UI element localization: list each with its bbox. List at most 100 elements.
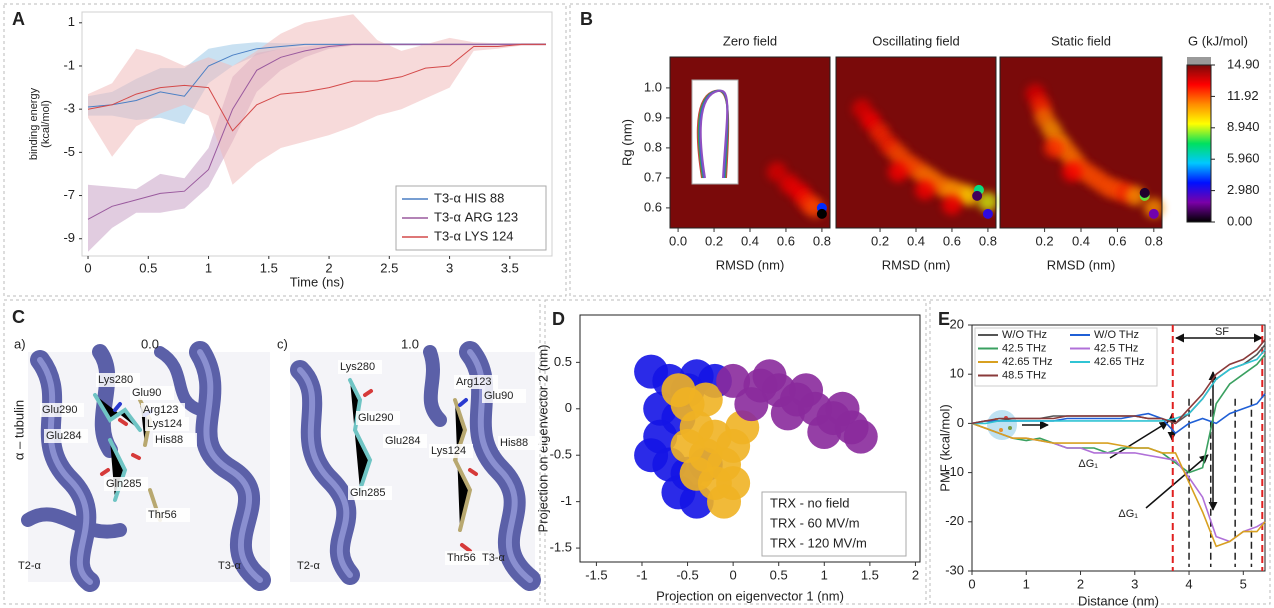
x-tick-label: 3 [1131, 576, 1138, 591]
label-box [482, 389, 526, 403]
legend-label: TRX - no field [770, 495, 849, 510]
colorbar-tick-label: 5.960 [1227, 151, 1260, 166]
x-axis-label: Time (ns) [290, 274, 344, 289]
colorbar-tick-label: 8.940 [1227, 119, 1260, 134]
residue-label: His88 [155, 434, 183, 446]
x-tick-label: 2 [912, 567, 919, 582]
y-tick-label: -3 [63, 101, 75, 116]
legend-label: T3-α HIS 88 [434, 190, 504, 205]
line [972, 349, 1266, 425]
x-tick-label: 2 [325, 260, 332, 275]
density-point [1043, 137, 1064, 158]
density-point [972, 190, 983, 201]
y-tick-label: 10 [950, 366, 964, 381]
panel-label: A [12, 9, 25, 29]
residue-label: Thr56 [447, 552, 476, 564]
sf-label: SF [1215, 326, 1229, 338]
panel-label: C [12, 307, 25, 327]
density-point [914, 179, 935, 200]
y-axis-label: Rg (nm) [619, 119, 634, 166]
colorbar [1186, 64, 1212, 223]
subfigure-title: 1.0 [401, 336, 419, 351]
label-box [96, 373, 140, 387]
colorbar-title: G (kJ/mol) [1188, 33, 1248, 48]
x-tick-label: 5 [1240, 576, 1247, 591]
y-tick-label: -1 [63, 57, 75, 72]
x-tick-label: -1 [636, 567, 648, 582]
line [971, 422, 1266, 548]
point-cloud [752, 359, 787, 394]
legend-box [761, 491, 907, 557]
point-cloud [843, 419, 878, 454]
x-tick-label: 0 [730, 567, 737, 582]
colorbar-tick-label: 14.90 [1227, 56, 1260, 71]
x-tick-label: 0.6 [943, 233, 961, 248]
x-tick-label: 3.5 [501, 260, 519, 275]
x-tick-label: 3 [446, 260, 453, 275]
y-tick-label: 0 [565, 400, 572, 415]
residue-label: Gln285 [106, 478, 141, 490]
density-point [977, 191, 998, 212]
residue-label: T3-α [482, 552, 506, 564]
legend-label: 48.5 THz [1002, 369, 1046, 381]
label-box [141, 403, 185, 417]
residue-label: Glu90 [132, 387, 161, 399]
density-cloud [766, 161, 827, 219]
label-box [445, 551, 489, 565]
panel-label: D [552, 309, 565, 329]
y-axis-label: PMF (kcal/mol) [937, 404, 952, 491]
label-box [498, 436, 542, 450]
point-cloud [734, 387, 769, 422]
x-tick-label: -1.5 [585, 567, 607, 582]
y-tick-label: -1 [560, 493, 572, 508]
residue-label: Glu284 [385, 435, 420, 447]
x-tick-label: 4 [1185, 576, 1192, 591]
panel-frame [569, 3, 1271, 297]
molecule-image-right [290, 341, 541, 591]
x-axis-label: Distance (nm) [1078, 593, 1159, 608]
y-tick-label: -7 [63, 187, 75, 202]
colorbar-tick-label: 11.92 [1227, 88, 1259, 103]
residue-label: Glu90 [484, 390, 513, 402]
legend-label: W/O THz [1094, 329, 1139, 341]
residue-label: Lys124 [431, 445, 466, 457]
density-cloud [852, 98, 998, 219]
label-box [153, 433, 197, 447]
colorbar-tick-label: 0.00 [1227, 213, 1252, 228]
x-tick-label: 0.8 [1145, 233, 1163, 248]
line [971, 339, 1266, 425]
side-label: α – tubulin [11, 400, 26, 460]
legend-label: 42.65 THz [1002, 356, 1053, 368]
x-axis-label: RMSD (nm) [882, 257, 951, 272]
point-cloud [716, 363, 751, 398]
subplot-title: Zero field [723, 33, 777, 48]
x-tick-label: 0.4 [741, 233, 759, 248]
point-cloud [825, 391, 860, 426]
y-tick-label: -5 [63, 144, 75, 159]
density-point [982, 208, 993, 219]
x-axis-label: RMSD (nm) [1047, 257, 1116, 272]
density-point [1148, 208, 1159, 219]
density-point [1143, 197, 1164, 218]
line [971, 353, 1266, 474]
y-tick-label: -0.5 [550, 447, 572, 462]
x-tick-label: 0.8 [813, 233, 831, 248]
y-tick-label: -1.5 [550, 540, 572, 555]
label-box [356, 411, 400, 425]
legend-label: TRX - 120 MV/m [770, 535, 867, 550]
label-box [429, 444, 473, 458]
x-tick-label: 2 [1077, 576, 1084, 591]
x-tick-label: 0.6 [777, 233, 795, 248]
residue-label: T3-α [218, 560, 242, 572]
label-box [130, 386, 174, 400]
label-box [338, 360, 382, 374]
x-tick-label: 2.5 [380, 260, 398, 275]
inset-chain [699, 89, 729, 179]
y-tick-label: 1.0 [644, 79, 662, 94]
point-cloud [688, 382, 723, 417]
residue-label: Glu290 [42, 404, 77, 416]
x-tick-label: 0 [968, 576, 975, 591]
line [87, 43, 546, 132]
x-tick-label: 1 [1023, 576, 1030, 591]
y-axis-label: binding energy [28, 87, 40, 160]
